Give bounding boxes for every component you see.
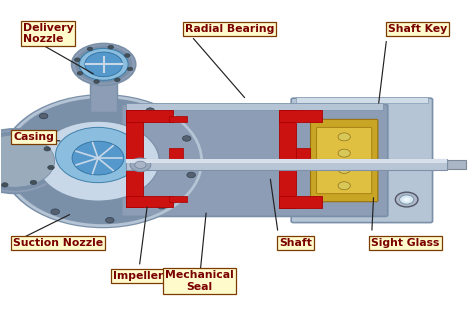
Circle shape xyxy=(51,209,59,215)
Circle shape xyxy=(10,144,18,150)
FancyBboxPatch shape xyxy=(126,159,447,163)
FancyBboxPatch shape xyxy=(169,148,183,169)
Circle shape xyxy=(125,54,130,57)
Circle shape xyxy=(395,192,418,207)
FancyBboxPatch shape xyxy=(126,196,173,207)
Text: Shaft Key: Shaft Key xyxy=(388,24,447,34)
Circle shape xyxy=(0,132,59,190)
Text: Radial Bearing: Radial Bearing xyxy=(185,24,274,34)
Circle shape xyxy=(1,95,204,227)
Circle shape xyxy=(94,80,100,83)
Circle shape xyxy=(36,121,159,201)
Circle shape xyxy=(30,180,36,184)
Circle shape xyxy=(39,113,48,119)
FancyBboxPatch shape xyxy=(126,159,447,170)
Circle shape xyxy=(75,46,132,83)
Circle shape xyxy=(55,127,140,183)
Text: Sight Glass: Sight Glass xyxy=(371,237,440,248)
Polygon shape xyxy=(78,72,129,75)
Circle shape xyxy=(338,149,350,157)
Text: Casing: Casing xyxy=(13,131,54,142)
Text: Shaft: Shaft xyxy=(279,237,312,248)
FancyBboxPatch shape xyxy=(317,127,372,194)
FancyBboxPatch shape xyxy=(121,104,388,216)
Circle shape xyxy=(48,165,55,170)
Circle shape xyxy=(21,135,27,140)
Circle shape xyxy=(403,197,410,202)
FancyBboxPatch shape xyxy=(279,110,322,122)
Circle shape xyxy=(400,195,414,204)
FancyBboxPatch shape xyxy=(447,160,465,170)
FancyBboxPatch shape xyxy=(126,110,173,122)
Circle shape xyxy=(79,48,128,80)
Text: Mechanical
Seal: Mechanical Seal xyxy=(165,270,234,292)
Circle shape xyxy=(44,147,51,151)
Circle shape xyxy=(338,166,350,173)
Circle shape xyxy=(74,58,80,62)
FancyBboxPatch shape xyxy=(169,116,187,122)
Circle shape xyxy=(1,183,8,187)
Circle shape xyxy=(7,99,198,224)
Circle shape xyxy=(146,108,155,113)
Text: Suction Nozzle: Suction Nozzle xyxy=(13,237,103,248)
FancyBboxPatch shape xyxy=(291,98,433,223)
Circle shape xyxy=(115,78,120,82)
Circle shape xyxy=(130,158,151,172)
Text: Delivery
Nozzle: Delivery Nozzle xyxy=(23,23,73,44)
FancyBboxPatch shape xyxy=(310,119,378,202)
Circle shape xyxy=(108,45,114,49)
Circle shape xyxy=(135,161,146,169)
Circle shape xyxy=(338,182,350,190)
Circle shape xyxy=(182,136,191,141)
Circle shape xyxy=(127,67,133,71)
Circle shape xyxy=(85,52,122,77)
FancyBboxPatch shape xyxy=(279,110,296,208)
Circle shape xyxy=(72,43,136,85)
FancyBboxPatch shape xyxy=(296,148,310,169)
Circle shape xyxy=(106,218,114,223)
FancyBboxPatch shape xyxy=(126,110,143,207)
Text: Impeller: Impeller xyxy=(113,271,163,281)
Circle shape xyxy=(0,129,64,193)
FancyBboxPatch shape xyxy=(169,196,187,202)
FancyBboxPatch shape xyxy=(296,97,428,104)
FancyBboxPatch shape xyxy=(279,196,322,208)
Circle shape xyxy=(187,172,195,178)
Circle shape xyxy=(14,181,23,187)
Circle shape xyxy=(77,71,83,75)
Circle shape xyxy=(91,99,100,105)
FancyBboxPatch shape xyxy=(90,72,117,112)
Circle shape xyxy=(87,47,93,51)
Circle shape xyxy=(0,135,55,187)
Circle shape xyxy=(338,133,350,141)
FancyBboxPatch shape xyxy=(126,103,383,110)
Circle shape xyxy=(157,203,166,209)
Circle shape xyxy=(72,141,124,175)
